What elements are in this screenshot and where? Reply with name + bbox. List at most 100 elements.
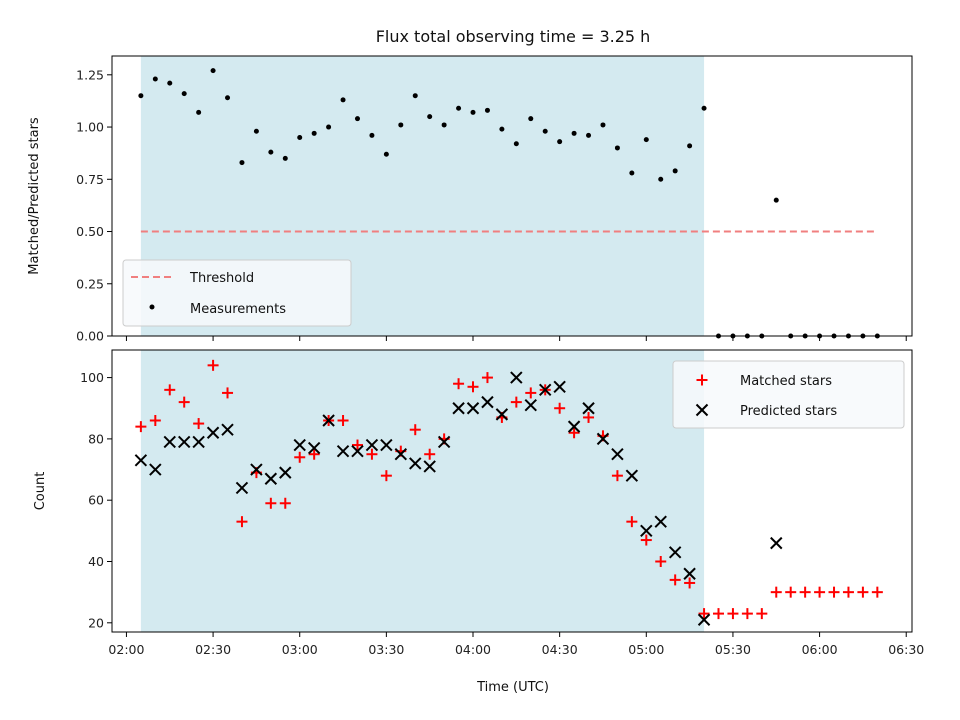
x-tick-label: 05:00 [628, 642, 664, 657]
matched-star-point [453, 378, 465, 390]
predicted-star-point [336, 444, 350, 458]
matched-star-point [770, 586, 782, 598]
measurement-point [658, 176, 664, 182]
matched-star-point [525, 387, 537, 399]
matched-star-point [684, 577, 696, 589]
top-y-axis-label: Matched/Predicted stars [27, 117, 42, 275]
measurement-point [773, 197, 779, 203]
legend-measurements-marker [149, 304, 155, 310]
matched-star-point [583, 411, 595, 423]
predicted-star-point [394, 448, 408, 461]
matched-star-point [568, 427, 580, 439]
predicted-star-point [177, 435, 191, 449]
legend-matched-marker [696, 374, 708, 386]
matched-star-point [366, 448, 378, 460]
bottom-y-axis-label: Count [33, 472, 48, 511]
legend-predicted-marker [695, 403, 709, 417]
measurement-point [383, 151, 389, 157]
bottom-y-tick-label: 40 [88, 554, 104, 569]
predicted-star-point [510, 371, 523, 384]
bottom-legend: Matched stars Predicted stars [672, 360, 905, 429]
matched-star-point [351, 439, 363, 451]
measurement-point [643, 137, 649, 143]
predicted-star-point [582, 402, 595, 415]
matched-star-point [265, 497, 277, 509]
matched-star-point [626, 516, 638, 528]
bottom-y-tick-label: 80 [88, 431, 104, 446]
legend-matched-plus [696, 374, 708, 386]
predicted-star-point [481, 395, 494, 409]
predicted-star-point [596, 432, 610, 446]
measurement-point [196, 109, 202, 115]
x-axis-label: Time (UTC) [476, 680, 549, 695]
x-tick-label: 03:30 [368, 642, 404, 657]
matched-star-point [193, 418, 205, 430]
measurement-point [672, 168, 678, 174]
x-tick-label: 06:00 [802, 642, 838, 657]
matched-star-point [814, 586, 826, 598]
matched-star-point [467, 381, 479, 393]
predicted-star-point [524, 398, 537, 412]
matched-star-point [669, 574, 681, 586]
measurement-point [513, 141, 519, 147]
top-legend: Threshold Measurements [122, 259, 352, 327]
matched-star-point [842, 586, 854, 598]
legend-measurements-label: Measurements [190, 302, 286, 317]
x-tick-label: 03:00 [282, 642, 318, 657]
predicted-star-point [495, 408, 509, 421]
matched-star-point [149, 415, 161, 426]
matched-star-point [640, 534, 652, 546]
measurement-point [181, 91, 187, 97]
top-panel: 0.00 0.25 0.50 0.75 1.00 1.25 Matched/Predict… [27, 55, 913, 344]
matched-star-point [222, 387, 234, 399]
x-tick-label: 06:30 [888, 642, 924, 657]
predicted-star-point [322, 414, 335, 427]
measurement-point [701, 105, 707, 111]
legend-matched-label: Matched stars [740, 374, 832, 389]
measurement-point [687, 143, 693, 149]
measurement-point [629, 170, 635, 176]
top-y-tick-label: 0.50 [76, 224, 104, 239]
bottom-y-tick-label: 60 [88, 493, 104, 508]
predicted-star-point [365, 438, 379, 452]
measurement-point [253, 128, 259, 134]
measurement-point [412, 93, 418, 99]
measurement-point [210, 68, 216, 74]
legend-threshold-label: Threshold [189, 271, 254, 286]
measurement-point [152, 76, 158, 82]
predicted-star-point [149, 463, 162, 476]
matched-star-point [380, 470, 392, 482]
measurement-point [138, 93, 144, 99]
matched-star-point [294, 451, 306, 463]
bottom-y-tick-label: 20 [88, 615, 104, 630]
predicted-star-point [452, 402, 465, 415]
measurement-point [528, 116, 534, 122]
predicted-star-point [437, 435, 451, 449]
top-legend-box [122, 259, 352, 327]
top-y-tick-label: 1.00 [76, 120, 104, 135]
predicted-star-point [250, 463, 263, 476]
measurement-point [484, 107, 490, 113]
matched-star-point [279, 497, 291, 509]
matched-star-point [698, 608, 710, 620]
predicted-star-point [654, 515, 667, 528]
measurement-point [441, 122, 447, 128]
predicted-star-point [466, 402, 480, 415]
measurement-point [340, 97, 346, 103]
measurement-point [167, 80, 173, 86]
x-tick-label: 04:30 [542, 642, 578, 657]
matched-star-point [236, 516, 248, 528]
measurement-point [600, 122, 606, 128]
measurement-point [225, 95, 231, 101]
predicted-star-point [539, 383, 552, 397]
matched-star-point [424, 448, 436, 460]
top-y-tick-label: 1.25 [76, 67, 104, 82]
x-tick-label: 04:00 [455, 642, 491, 657]
measurement-point [369, 132, 375, 138]
matched-star-point [857, 586, 869, 598]
matched-star-point [785, 586, 797, 598]
legend-predicted-x [695, 403, 709, 417]
matched-star-point [207, 359, 219, 371]
matched-star-point [871, 586, 883, 598]
